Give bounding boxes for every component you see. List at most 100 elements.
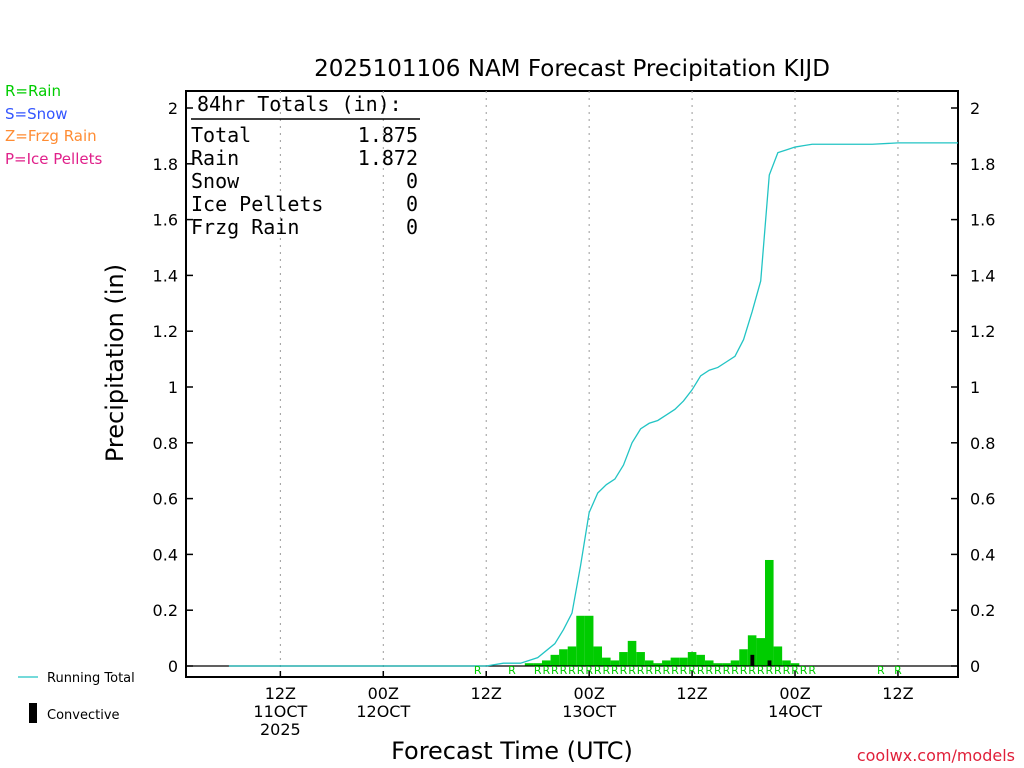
ptype-marker-18: R (671, 664, 679, 677)
x-tick-label-0-3: 2025 (260, 720, 301, 739)
y-tick-label-left-9: 1.8 (153, 155, 178, 174)
y-tick-label-right-2: 0.4 (970, 545, 995, 564)
ptype-marker-35: R (877, 664, 885, 677)
running-total-line-group (228, 142, 958, 667)
precip-bar-2 (541, 660, 551, 666)
convective-legend-swatch (29, 703, 37, 723)
y-tick-label-right-3: 0.6 (970, 490, 995, 509)
precip-bar-16 (662, 660, 671, 666)
ptype-marker-13: R (628, 664, 636, 677)
totals-value-rain: 1.872 (358, 146, 418, 170)
precip-bar-13 (636, 652, 645, 666)
y-tick-label-right-0: 0 (970, 657, 980, 676)
y-axis-right: 0 0.2 0.4 0.6 0.8 1 1.2 1.4 1.6 1.8 2 (951, 99, 995, 676)
y-tick-label-left-10: 2 (168, 99, 178, 118)
x-tick-label-1-2: 12OCT (356, 702, 410, 721)
x-tick-label-0-1: 12Z (265, 684, 296, 703)
ptype-marker-33: R (800, 664, 808, 677)
ptype-marker-26: R (740, 664, 748, 677)
y-tick-label-right-6: 1.2 (970, 322, 995, 341)
ptype-marker-22: R (705, 664, 713, 677)
precip-bar-31 (790, 663, 800, 666)
y-tick-label-right-4: 0.8 (970, 434, 995, 453)
y-tick-label-right-8: 1.6 (970, 211, 995, 230)
precip-bar-22 (713, 663, 723, 666)
precip-bar-5 (567, 646, 577, 666)
ptype-marker-34: R (808, 664, 816, 677)
vertical-gridlines (279, 91, 899, 677)
totals-value-snow: 0 (406, 169, 418, 193)
y-tick-label-left-4: 0.8 (153, 434, 178, 453)
ptype-legend: R=Rain S=Snow Z=Frzg Rain P=Ice Pellets (5, 82, 102, 168)
precip-bar-1 (533, 663, 542, 666)
y-tick-label-right-10: 2 (970, 99, 980, 118)
x-tick-label-5-2: 14OCT (768, 702, 822, 721)
y-tick-label-left-8: 1.6 (153, 211, 178, 230)
precip-bar-12 (627, 640, 637, 666)
precip-bar-11 (619, 652, 628, 666)
precip-bars (186, 559, 958, 667)
legend-snow: S=Snow (5, 105, 68, 123)
totals-box: 84hr Totals (in): Total 1.875 Rain 1.872… (191, 92, 420, 239)
precip-bar-24 (730, 660, 740, 666)
y-tick-label-right-9: 1.8 (970, 155, 995, 174)
totals-heading: 84hr Totals (in): (197, 92, 402, 116)
ptype-marker-21: R (697, 664, 705, 677)
bottom-legend: Running Total Convective (18, 671, 135, 723)
precip-bar-6 (576, 615, 585, 666)
convective-bar-1 (767, 660, 772, 666)
x-axis-label: Forecast Time (UTC) (391, 737, 633, 765)
x-tick-label-5-1: 00Z (779, 684, 810, 703)
ptype-marker-1: R (508, 664, 516, 677)
precip-bar-30 (782, 660, 791, 666)
precip-bar-0 (524, 663, 534, 666)
y-tick-label-left-5: 1 (168, 378, 178, 397)
totals-label-frzg-rain: Frzg Rain (191, 215, 299, 239)
x-tick-label-1-1: 00Z (368, 684, 399, 703)
y-tick-label-left-3: 0.6 (153, 490, 178, 509)
ptype-marker-14: R (637, 664, 645, 677)
ptype-marker-31: R (783, 664, 791, 677)
precip-bar-4 (559, 649, 568, 666)
precip-bar-9 (602, 657, 611, 666)
precip-bar-29 (773, 646, 783, 666)
precip-bar-8 (593, 646, 603, 666)
ptype-marker-15: R (645, 664, 653, 677)
x-tick-label-3-1: 00Z (573, 684, 604, 703)
ptype-marker-27: R (748, 664, 756, 677)
y-axis-left: 0 0.2 0.4 0.6 0.8 1 1.2 1.4 1.6 1.8 2 (153, 99, 193, 676)
y-tick-label-right-1: 0.2 (970, 601, 995, 620)
precip-bar-17 (670, 657, 680, 666)
totals-label-snow: Snow (191, 169, 240, 193)
totals-value-ice-pellets: 0 (406, 192, 418, 216)
totals-label-total: Total (191, 123, 251, 147)
y-tick-label-right-5: 1 (970, 378, 980, 397)
ptype-marker-3: R (542, 664, 550, 677)
totals-label-ice-pellets: Ice Pellets (191, 192, 323, 216)
precip-bar-14 (644, 660, 654, 666)
y-tick-label-left-6: 1.2 (153, 322, 178, 341)
ptype-marker-29: R (765, 664, 773, 677)
ptype-marker-0: R (474, 664, 482, 677)
precip-bar-18 (679, 657, 688, 666)
y-tick-label-left-7: 1.4 (153, 266, 178, 285)
precip-bar-27 (756, 638, 765, 666)
ptype-marker-9: R (594, 664, 602, 677)
ptype-marker-2: R (534, 664, 542, 677)
ptype-marker-4: R (551, 664, 559, 677)
y-tick-label-right-7: 1.4 (970, 266, 995, 285)
running-total-line (228, 142, 958, 667)
precip-bar-10 (610, 660, 620, 666)
precip-bar-25 (739, 649, 748, 666)
precip-bar-20 (696, 654, 705, 666)
totals-value-total: 1.875 (358, 123, 418, 147)
ptype-marker-5: R (560, 664, 568, 677)
ptype-marker-32: R (791, 664, 799, 677)
precip-bar-21 (704, 660, 714, 666)
ptype-marker-11: R (611, 664, 619, 677)
precip-bar-23 (722, 663, 731, 666)
precip-bar-28 (765, 559, 774, 666)
